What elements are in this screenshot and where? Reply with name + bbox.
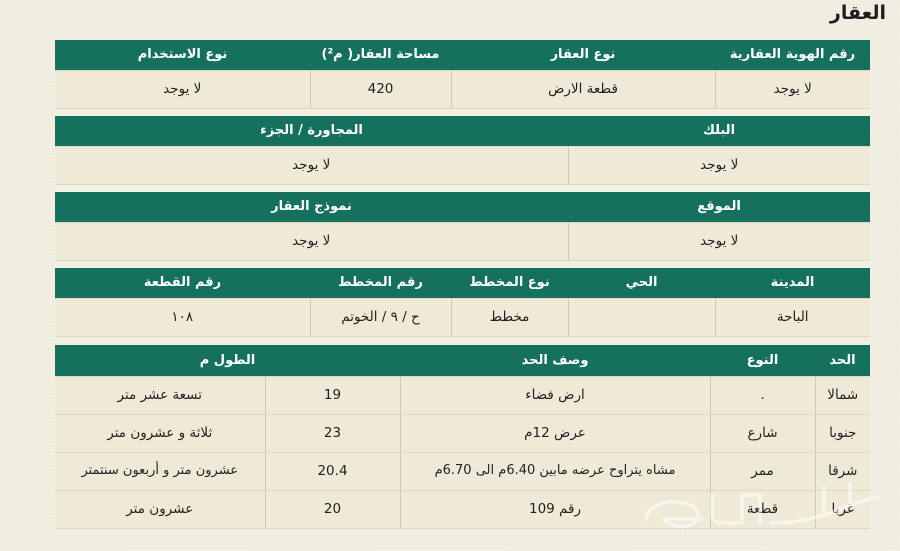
value-neighbouring-part: لا يوجد bbox=[55, 146, 569, 185]
cell-boundary: شمالا bbox=[814, 376, 870, 415]
cell-boundary-length-words: عشرون متر bbox=[55, 490, 266, 529]
table-header-row: الحد النوع وصف الحد الطول م bbox=[55, 345, 870, 377]
cell-boundary-length-number: 20 bbox=[264, 490, 401, 529]
value-property-type: قطعة الارض bbox=[450, 70, 716, 109]
value-property-model: لا يوجد bbox=[55, 222, 569, 261]
cell-boundary: شرقا bbox=[814, 452, 870, 491]
value-location: لا يوجد bbox=[567, 222, 870, 261]
cell-boundary-length-number: 20.4 bbox=[264, 452, 401, 491]
table-row: الباحة مخطط ح / ٩ / الخوتم ١٠٨ bbox=[55, 298, 870, 337]
cell-boundary-type: ممر bbox=[709, 452, 816, 491]
cell-boundary-description: رقم 109 bbox=[399, 490, 711, 529]
header-boundary-length: الطول م bbox=[55, 345, 400, 377]
cell-boundary-length-number: 19 bbox=[264, 376, 401, 415]
value-plot-id: لا يوجد bbox=[714, 70, 870, 109]
header-block: البلك bbox=[568, 116, 870, 147]
boundaries-table: الحد النوع وصف الحد الطول م شمالا . ارض … bbox=[55, 345, 870, 529]
table-row: شمالا . ارض فضاء 19 تسعة عشر متر bbox=[55, 376, 870, 415]
table-row: لا يوجد لا يوجد bbox=[55, 146, 870, 185]
cell-boundary-type: قطعة bbox=[709, 490, 816, 529]
header-plot-id: رقم الهوية العقارية bbox=[715, 40, 870, 71]
page-title: العقار bbox=[829, 2, 886, 24]
value-plan-number: ح / ٩ / الخوتم bbox=[309, 298, 452, 337]
header-location: الموقع bbox=[568, 192, 870, 223]
header-district: الحي bbox=[568, 268, 715, 299]
value-block: لا يوجد bbox=[567, 146, 870, 185]
table-row: لا يوجد لا يوجد bbox=[55, 222, 870, 261]
table-header-row: رقم الهوية العقارية نوع العقار مساحة الع… bbox=[55, 40, 870, 71]
value-city: الباحة bbox=[714, 298, 870, 337]
table-row: لا يوجد قطعة الارض 420 لا يوجد bbox=[55, 70, 870, 109]
value-parcel-number: ١٠٨ bbox=[55, 298, 311, 337]
table-row: غربا قطعة رقم 109 20 عشرون متر bbox=[55, 490, 870, 529]
value-plan-type: مخطط bbox=[450, 298, 569, 337]
header-city: المدينة bbox=[715, 268, 870, 299]
cell-boundary-length-words: عشرون متر و أربعون سنتمتر bbox=[55, 452, 266, 491]
value-property-area: 420 bbox=[309, 70, 452, 109]
header-boundary-description: وصف الحد bbox=[400, 345, 710, 377]
header-property-type: نوع العقار bbox=[451, 40, 715, 71]
row-spacer bbox=[55, 108, 870, 116]
table-row: شرقا ممر مشاه يتراوح عرضه مابين 6.40م ال… bbox=[55, 452, 870, 491]
row-spacer bbox=[55, 260, 870, 268]
cell-boundary-description: عرض 12م bbox=[399, 414, 711, 453]
header-boundary-type: النوع bbox=[710, 345, 815, 377]
table-header-row: الموقع نموذج العقار bbox=[55, 192, 870, 223]
header-plan-number: رقم المخطط bbox=[310, 268, 451, 299]
cell-boundary-length-number: 23 bbox=[264, 414, 401, 453]
header-property-model: نموذج العقار bbox=[55, 192, 568, 223]
cell-boundary-type: شارع bbox=[709, 414, 816, 453]
cell-boundary: جنوبا bbox=[814, 414, 870, 453]
header-boundary: الحد bbox=[815, 345, 870, 377]
header-neighbouring-part: المجاورة / الجزء bbox=[55, 116, 568, 147]
cell-boundary-description: ارض فضاء bbox=[399, 376, 711, 415]
cell-boundary-description: مشاه يتراوح عرضه مابين 6.40م الى 6.70م bbox=[399, 452, 711, 491]
table-header-row: المدينة الحي نوع المخطط رقم المخطط رقم ا… bbox=[55, 268, 870, 299]
table-row: جنوبا شارع عرض 12م 23 ثلاثة و عشرون متر bbox=[55, 414, 870, 453]
property-details-table: رقم الهوية العقارية نوع العقار مساحة الع… bbox=[55, 40, 870, 337]
row-spacer bbox=[55, 184, 870, 192]
value-district bbox=[567, 298, 716, 337]
value-usage-type: لا يوجد bbox=[55, 70, 311, 109]
cell-boundary: غربا bbox=[814, 490, 870, 529]
cell-boundary-type: . bbox=[709, 376, 816, 415]
header-usage-type: نوع الاستخدام bbox=[55, 40, 310, 71]
cell-boundary-length-words: تسعة عشر متر bbox=[55, 376, 266, 415]
header-plan-type: نوع المخطط bbox=[451, 268, 568, 299]
header-parcel-number: رقم القطعة bbox=[55, 268, 310, 299]
cell-boundary-length-words: ثلاثة و عشرون متر bbox=[55, 414, 266, 453]
header-property-area: مساحة العقار( م²) bbox=[310, 40, 451, 71]
table-header-row: البلك المجاورة / الجزء bbox=[55, 116, 870, 147]
